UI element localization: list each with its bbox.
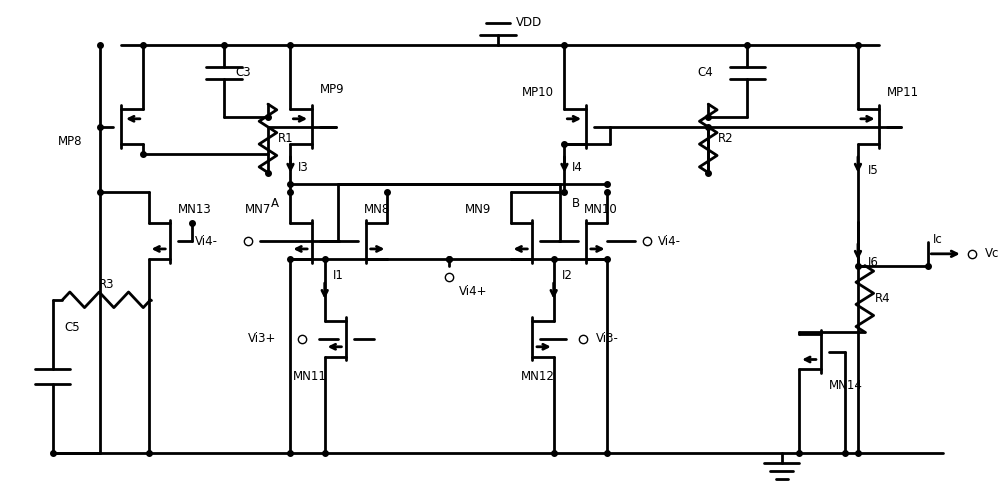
Text: C4: C4 xyxy=(697,66,713,79)
Text: MN11: MN11 xyxy=(292,369,326,383)
Text: I5: I5 xyxy=(868,164,879,177)
Text: R4: R4 xyxy=(875,292,890,306)
Text: Vi4-: Vi4- xyxy=(658,235,681,247)
Text: A: A xyxy=(271,197,279,211)
Text: C3: C3 xyxy=(236,66,251,79)
Text: MN7: MN7 xyxy=(245,203,271,216)
Text: MN13: MN13 xyxy=(178,203,212,216)
Text: Vi4+: Vi4+ xyxy=(459,285,487,299)
Text: MN8: MN8 xyxy=(364,203,390,216)
Text: I1: I1 xyxy=(333,269,343,282)
Text: I2: I2 xyxy=(561,269,572,282)
Text: Vi3+: Vi3+ xyxy=(248,333,277,345)
Text: VDD: VDD xyxy=(516,16,542,30)
Text: B: B xyxy=(572,197,580,211)
Text: MN12: MN12 xyxy=(520,369,554,383)
Text: MP10: MP10 xyxy=(522,86,554,99)
Text: MN10: MN10 xyxy=(584,203,618,216)
Text: Ic: Ic xyxy=(933,233,943,246)
Text: R1: R1 xyxy=(278,132,293,145)
Text: Vi3-: Vi3- xyxy=(596,333,619,345)
Text: MP9: MP9 xyxy=(320,83,344,96)
Text: MN9: MN9 xyxy=(465,203,491,216)
Text: R3: R3 xyxy=(99,277,114,291)
Text: I6: I6 xyxy=(868,256,879,269)
Text: MN14: MN14 xyxy=(829,379,862,393)
Text: R2: R2 xyxy=(718,132,734,145)
Text: I4: I4 xyxy=(572,161,583,174)
Text: I3: I3 xyxy=(298,161,309,174)
Text: MP8: MP8 xyxy=(58,135,82,148)
Text: Vc: Vc xyxy=(985,247,1000,260)
Text: MP11: MP11 xyxy=(887,86,919,99)
Text: Vi4-: Vi4- xyxy=(195,235,218,247)
Text: C5: C5 xyxy=(64,321,80,334)
